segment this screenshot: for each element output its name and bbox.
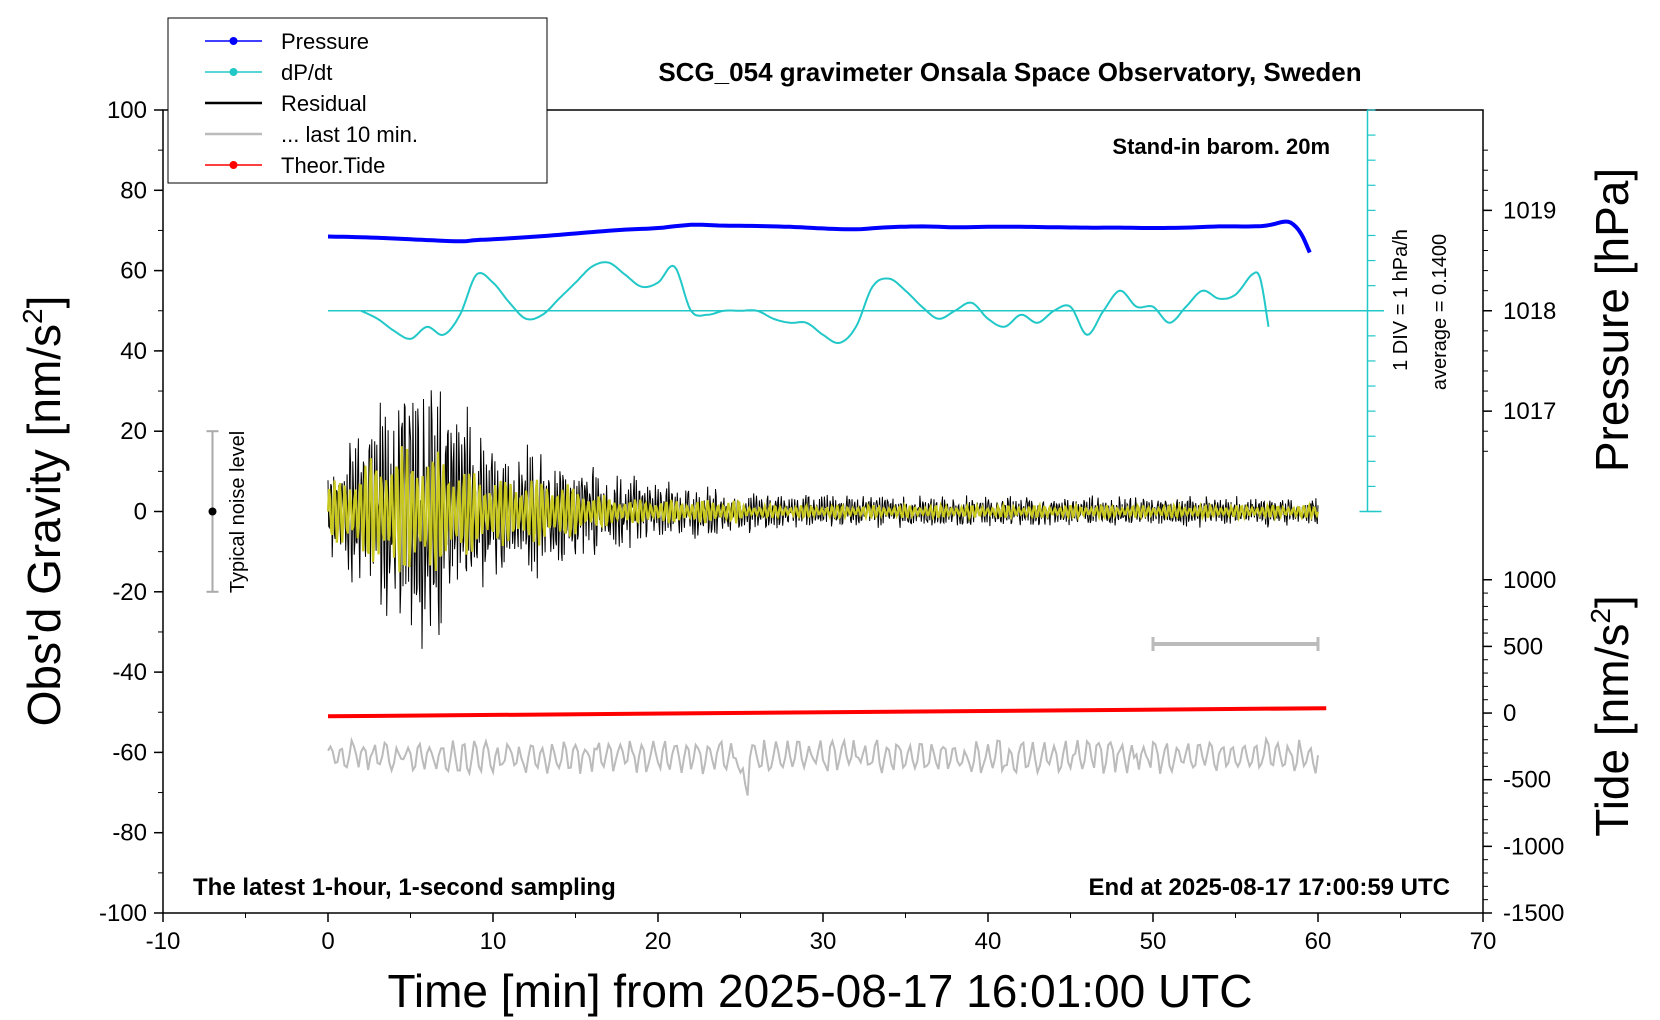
y-tick-label: 20	[120, 418, 147, 445]
x-tick-label: -10	[146, 928, 181, 955]
y-axis-label-sup: 2	[17, 308, 48, 324]
tide-tick-label: 1000	[1503, 567, 1556, 594]
y-tick-label: -80	[112, 820, 147, 847]
axes: -10 0 10 20 30 40 50 60 70-100-80-60-40-20020406…	[99, 97, 1564, 955]
x-tick-label: 30	[810, 928, 837, 955]
x-tick-label: 50	[1140, 928, 1167, 955]
series-layer	[326, 219, 1384, 796]
y-tick-label: -20	[112, 579, 147, 606]
legend-marker	[229, 37, 238, 45]
legend-label: Pressure	[281, 29, 369, 54]
y-tick-label: -60	[112, 739, 147, 766]
x-tick-label: 60	[1305, 928, 1332, 955]
y-tick-label: 60	[120, 258, 147, 285]
tide-tick-label: 500	[1503, 633, 1543, 660]
x-tick-label: 0	[321, 928, 334, 955]
pressure-tick-label: 1018	[1503, 298, 1556, 325]
annotations	[206, 430, 1320, 651]
tide-tick-label: -500	[1503, 767, 1551, 794]
tide-tick-label: -1000	[1503, 833, 1564, 860]
x-axis-label: Time [min] from 2025-08-17 16:01:00 UTC	[388, 965, 1253, 1017]
x-tick-label: 70	[1470, 928, 1497, 955]
tide-axis-label: Tide [nm/s2]	[1585, 595, 1638, 836]
y-tick-label: -100	[99, 900, 147, 927]
tide-axis-label-main: Tide [nm/s	[1586, 624, 1638, 837]
latest-label: The latest 1-hour, 1-second sampling	[193, 874, 616, 901]
legend-marker	[229, 161, 238, 169]
pressure-tick-label: 1017	[1503, 398, 1556, 425]
x-tick-label: 10	[480, 928, 507, 955]
tide-axis-label-end: ]	[1586, 595, 1638, 608]
y-axis-label-main: Obs'd Gravity [nm/s	[18, 324, 70, 726]
y-tick-label: 100	[107, 97, 147, 124]
y-tick-label: 80	[120, 177, 147, 204]
filtered-residual-line	[326, 446, 1320, 573]
legend: Pressure dP/dt Residual ... last 10 min. The…	[167, 17, 548, 184]
stand-in-label: Stand-in barom. 20m	[1112, 134, 1330, 159]
tide-line	[327, 706, 1327, 719]
legend-label: dP/dt	[281, 60, 332, 85]
y-tick-label: 40	[120, 338, 147, 365]
noise-bar-center	[208, 507, 217, 516]
x-tick-label: 20	[645, 928, 672, 955]
chart-title: SCG_054 gravimeter Onsala Space Observat…	[658, 57, 1361, 87]
legend-label: Residual	[281, 91, 367, 116]
div-label: 1 DIV = 1 hPa/h	[1390, 229, 1412, 371]
noise-label: Typical noise level	[227, 431, 249, 593]
legend-marker	[229, 68, 238, 76]
end-at-label: End at 2025-08-17 17:00:59 UTC	[1089, 874, 1451, 901]
tide-tick-label: -1500	[1503, 900, 1564, 927]
y-axis-label-end: ]	[18, 296, 70, 309]
legend-label: Theor.Tide	[281, 153, 385, 178]
legend-box	[167, 17, 548, 184]
pressure-line	[327, 219, 1312, 254]
dpdt-line	[360, 261, 1270, 345]
last10-line	[327, 735, 1319, 796]
x-tick-label: 40	[975, 928, 1002, 955]
y-tick-label: 0	[134, 499, 147, 526]
tide-axis-label-sup: 2	[1585, 608, 1616, 624]
y-axis-label: Obs'd Gravity [nm/s2]	[17, 296, 70, 727]
pressure-tick-label: 1019	[1503, 197, 1556, 224]
average-label: average = 0.1400	[1429, 234, 1451, 390]
tide-tick-label: 0	[1503, 700, 1516, 727]
y-tick-label: -40	[112, 659, 147, 686]
legend-label: ... last 10 min.	[281, 122, 418, 147]
pressure-axis-label: Pressure [hPa]	[1586, 168, 1638, 472]
